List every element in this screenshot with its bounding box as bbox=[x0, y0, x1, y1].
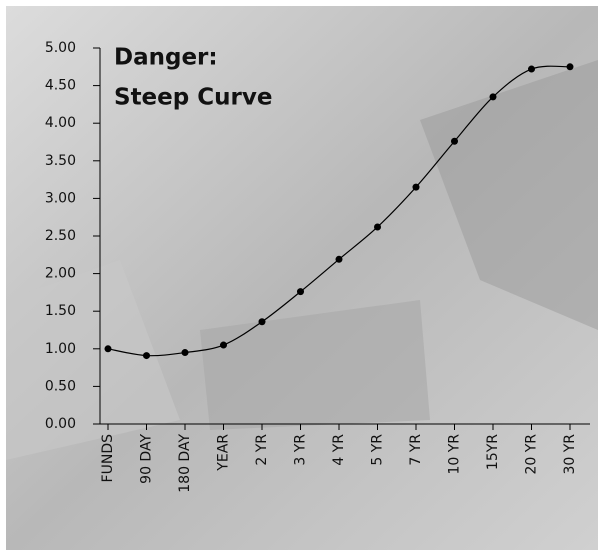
y-tick-label: 3.00 bbox=[45, 190, 76, 206]
point bbox=[451, 138, 458, 145]
y-tick-label: 2.00 bbox=[45, 266, 76, 282]
point bbox=[490, 93, 497, 100]
point bbox=[220, 342, 227, 349]
x-tick-label: FUNDS bbox=[100, 434, 116, 483]
chart-title: Danger: bbox=[114, 45, 218, 71]
x-tick-label: 20 YR bbox=[524, 434, 540, 475]
point bbox=[105, 345, 112, 352]
y-tick-label: 4.00 bbox=[45, 115, 76, 131]
y-tick-label: 1.50 bbox=[45, 303, 76, 319]
y-tick-label: 2.50 bbox=[45, 228, 76, 244]
point bbox=[143, 352, 150, 359]
x-tick-label: 90 DAY bbox=[139, 434, 155, 484]
y-tick-label: 4.50 bbox=[45, 78, 76, 94]
x-tick-label: YEAR bbox=[216, 434, 232, 472]
x-tick-label: 4 YR bbox=[331, 434, 347, 466]
y-tick-label: 3.50 bbox=[45, 153, 76, 169]
x-tick-label: 30 YR bbox=[562, 434, 578, 475]
point bbox=[259, 318, 266, 325]
y-tick-label: 0.50 bbox=[45, 378, 76, 394]
x-tick-label: 10 YR bbox=[447, 434, 463, 475]
point bbox=[528, 66, 535, 73]
x-tick-label: 2 YR bbox=[254, 434, 270, 466]
point bbox=[182, 349, 189, 356]
x-tick-label: 7 YR bbox=[408, 434, 424, 466]
point bbox=[336, 256, 343, 263]
point bbox=[413, 184, 420, 191]
x-tick-label: 180 DAY bbox=[177, 434, 193, 493]
y-tick-label: 1.00 bbox=[45, 341, 76, 357]
x-tick-label: 15YR bbox=[485, 434, 501, 470]
point bbox=[567, 63, 574, 70]
x-tick-label: 3 YR bbox=[293, 434, 309, 466]
chart: Danger: Steep Curve 0.00 0.50 1.00 1.50 2.00… bbox=[0, 0, 604, 556]
point bbox=[374, 223, 381, 230]
chart-title: Steep Curve bbox=[114, 85, 272, 111]
y-tick-label: 5.00 bbox=[45, 40, 76, 56]
x-tick-label: 5 YR bbox=[370, 434, 386, 466]
y-tick-label: 0.00 bbox=[45, 416, 76, 432]
point bbox=[297, 288, 304, 295]
